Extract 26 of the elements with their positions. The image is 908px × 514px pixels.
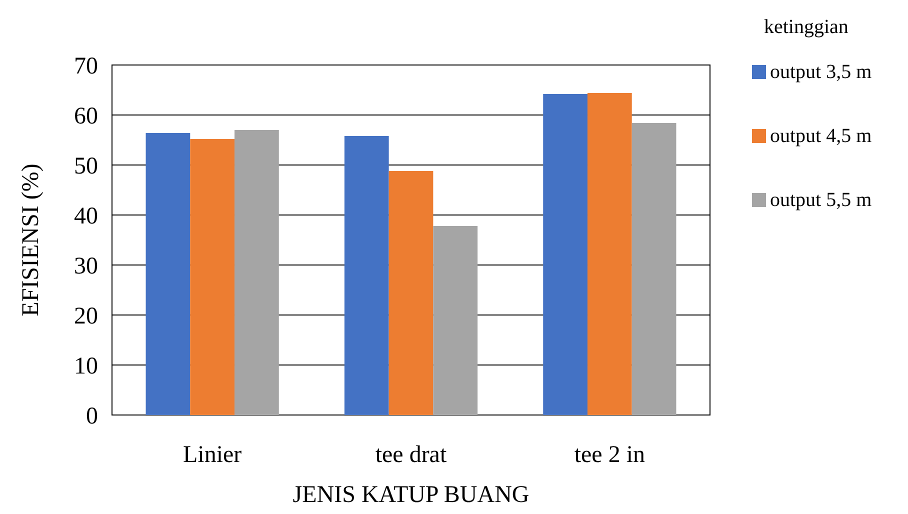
y-tick-label: 70 [74,53,98,80]
x-tick-label: tee drat [375,442,447,468]
bar [587,93,632,415]
x-tick-label: tee 2 in [574,442,645,468]
y-tick-label: 40 [74,203,98,230]
bar [190,139,235,415]
y-tick-label: 20 [74,303,98,330]
y-tick-label: 10 [74,353,98,380]
legend-label: output 5,5 m [770,189,872,211]
bar [632,123,676,415]
legend-label: output 4,5 m [770,125,872,147]
bar [388,171,434,415]
y-tick-label: 50 [74,153,98,180]
bar [433,226,478,415]
legend-label: output 3,5 m [770,61,872,83]
bar [543,94,588,415]
y-tick-label: 60 [74,103,98,130]
y-tick-label: 30 [74,253,98,280]
bar [344,136,389,415]
x-axis-title: JENIS KATUP BUANG [292,482,530,508]
y-axis-title: EFISIENSI (%) [18,164,44,316]
bar [146,133,190,415]
x-tick-label: Linier [183,442,242,468]
y-tick-label: 0 [86,403,98,430]
legend-title: ketinggian [764,16,848,38]
bar [234,130,279,415]
